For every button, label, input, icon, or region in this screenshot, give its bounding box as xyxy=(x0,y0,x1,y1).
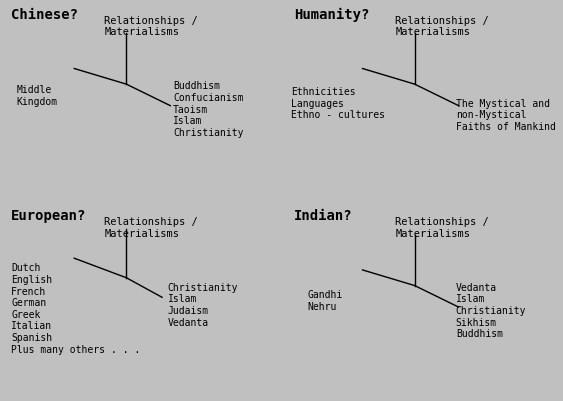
Text: Relationships /
Materialisms: Relationships / Materialisms xyxy=(104,16,198,37)
Text: Ethnicities
Languages
Ethno - cultures: Ethnicities Languages Ethno - cultures xyxy=(291,87,385,120)
Text: European?: European? xyxy=(11,209,87,223)
Text: Relationships /
Materialisms: Relationships / Materialisms xyxy=(395,217,489,239)
Text: Middle
Kingdom: Middle Kingdom xyxy=(16,85,57,107)
Text: Vedanta
Islam
Christianity
Sikhism
Buddhism: Vedanta Islam Christianity Sikhism Buddh… xyxy=(456,283,526,339)
Text: Dutch
English
French
German
Greek
Italian
Spanish
Plus many others . . .: Dutch English French German Greek Italia… xyxy=(11,263,140,354)
Text: Gandhi
Nehru: Gandhi Nehru xyxy=(307,290,343,312)
Text: Christianity
Islam
Judaism
Vedanta: Christianity Islam Judaism Vedanta xyxy=(168,283,238,328)
Text: Relationships /
Materialisms: Relationships / Materialisms xyxy=(104,217,198,239)
Text: Relationships /
Materialisms: Relationships / Materialisms xyxy=(395,16,489,37)
Text: Humanity?: Humanity? xyxy=(294,8,369,22)
Text: Buddhism
Confucianism
Taoism
Islam
Christianity: Buddhism Confucianism Taoism Islam Chris… xyxy=(173,81,244,138)
Text: The Mystical and
non-Mystical
Faiths of Mankind: The Mystical and non-Mystical Faiths of … xyxy=(456,99,556,132)
Text: Indian?: Indian? xyxy=(294,209,352,223)
Text: Chinese?: Chinese? xyxy=(11,8,78,22)
